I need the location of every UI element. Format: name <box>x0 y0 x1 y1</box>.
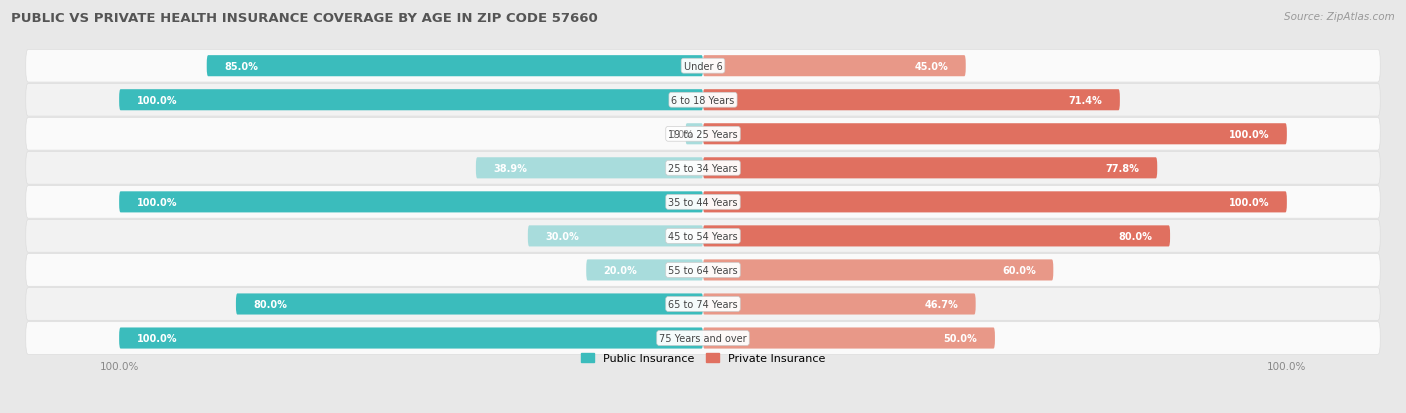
FancyBboxPatch shape <box>25 220 1381 253</box>
Text: 100.0%: 100.0% <box>136 333 177 343</box>
FancyBboxPatch shape <box>703 90 1119 111</box>
Text: 65 to 74 Years: 65 to 74 Years <box>668 299 738 309</box>
Text: 71.4%: 71.4% <box>1069 95 1102 105</box>
FancyBboxPatch shape <box>25 118 1381 151</box>
FancyBboxPatch shape <box>25 288 1381 320</box>
Text: 50.0%: 50.0% <box>943 333 977 343</box>
FancyBboxPatch shape <box>25 322 1381 354</box>
Text: PUBLIC VS PRIVATE HEALTH INSURANCE COVERAGE BY AGE IN ZIP CODE 57660: PUBLIC VS PRIVATE HEALTH INSURANCE COVER… <box>11 12 598 25</box>
FancyBboxPatch shape <box>207 56 703 77</box>
Text: 38.9%: 38.9% <box>494 164 527 173</box>
FancyBboxPatch shape <box>686 124 703 145</box>
FancyBboxPatch shape <box>25 254 1381 287</box>
FancyBboxPatch shape <box>703 328 995 349</box>
Text: 55 to 64 Years: 55 to 64 Years <box>668 265 738 275</box>
Text: 45.0%: 45.0% <box>914 62 948 71</box>
Text: 77.8%: 77.8% <box>1107 164 1140 173</box>
FancyBboxPatch shape <box>703 294 976 315</box>
Text: 80.0%: 80.0% <box>253 299 287 309</box>
FancyBboxPatch shape <box>527 226 703 247</box>
Text: 60.0%: 60.0% <box>1002 265 1036 275</box>
Text: 30.0%: 30.0% <box>546 231 579 241</box>
Text: 19 to 25 Years: 19 to 25 Years <box>668 129 738 140</box>
FancyBboxPatch shape <box>25 50 1381 83</box>
FancyBboxPatch shape <box>120 90 703 111</box>
FancyBboxPatch shape <box>25 186 1381 218</box>
FancyBboxPatch shape <box>120 328 703 349</box>
Text: 100.0%: 100.0% <box>136 95 177 105</box>
Text: 100.0%: 100.0% <box>136 197 177 207</box>
Text: Source: ZipAtlas.com: Source: ZipAtlas.com <box>1284 12 1395 22</box>
FancyBboxPatch shape <box>25 152 1381 185</box>
FancyBboxPatch shape <box>475 158 703 179</box>
Text: 75 Years and over: 75 Years and over <box>659 333 747 343</box>
Text: 35 to 44 Years: 35 to 44 Years <box>668 197 738 207</box>
Text: 6 to 18 Years: 6 to 18 Years <box>672 95 734 105</box>
Text: 25 to 34 Years: 25 to 34 Years <box>668 164 738 173</box>
Text: 100.0%: 100.0% <box>1229 129 1270 140</box>
FancyBboxPatch shape <box>703 56 966 77</box>
FancyBboxPatch shape <box>586 260 703 281</box>
Text: 46.7%: 46.7% <box>924 299 957 309</box>
Text: 0.0%: 0.0% <box>669 129 695 140</box>
Text: 85.0%: 85.0% <box>224 62 259 71</box>
Legend: Public Insurance, Private Insurance: Public Insurance, Private Insurance <box>576 349 830 368</box>
FancyBboxPatch shape <box>703 124 1286 145</box>
FancyBboxPatch shape <box>703 192 1286 213</box>
FancyBboxPatch shape <box>703 158 1157 179</box>
Text: 80.0%: 80.0% <box>1119 231 1153 241</box>
FancyBboxPatch shape <box>120 192 703 213</box>
Text: Under 6: Under 6 <box>683 62 723 71</box>
Text: 100.0%: 100.0% <box>1229 197 1270 207</box>
Text: 20.0%: 20.0% <box>603 265 637 275</box>
FancyBboxPatch shape <box>703 226 1170 247</box>
FancyBboxPatch shape <box>703 260 1053 281</box>
FancyBboxPatch shape <box>25 84 1381 117</box>
FancyBboxPatch shape <box>236 294 703 315</box>
Text: 45 to 54 Years: 45 to 54 Years <box>668 231 738 241</box>
